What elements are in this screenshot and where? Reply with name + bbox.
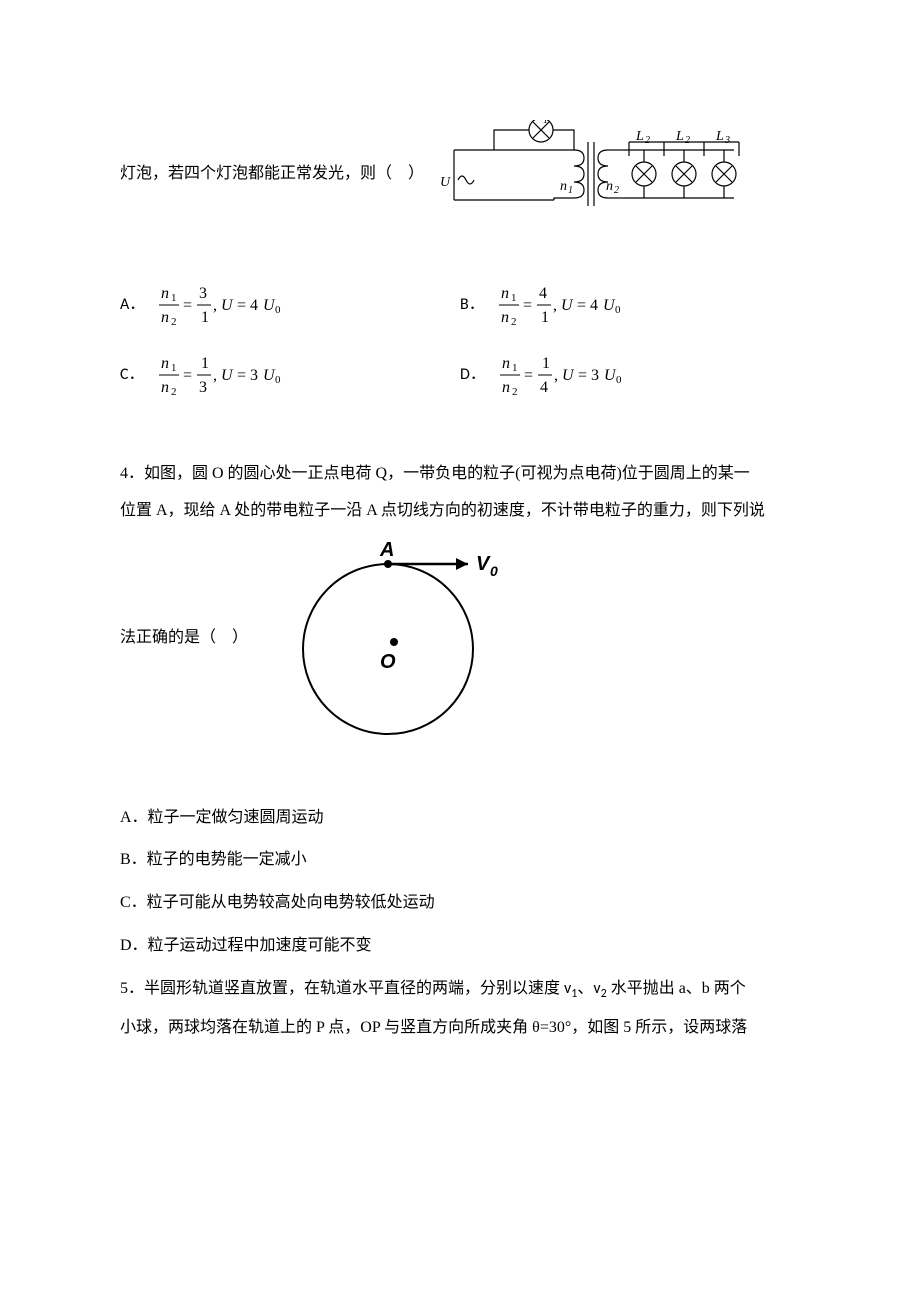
q4-choices: A．粒子一定做匀速圆周运动 B．粒子的电势能一定减小 C．粒子可能从电势较高处向…	[120, 804, 800, 961]
label-O: O	[380, 651, 396, 673]
formula-d: n1 n2 = 1 4 , U = 3 U 0	[496, 350, 656, 400]
q4-choice-d: D．粒子运动过程中加速度可能不变	[120, 932, 800, 961]
q3-option-a: A． n1 n2 = 3 1 , U = 4 U 0	[120, 280, 460, 330]
svg-text:2: 2	[645, 135, 650, 146]
q4-stem-line2: 位置 A，现给 A 处的带电粒子一沿 A 点切线方向的初速度，不计带电粒子的重力…	[120, 497, 800, 526]
svg-text:n: n	[501, 309, 509, 326]
svg-text:,: ,	[213, 297, 217, 314]
svg-text:=: =	[524, 367, 533, 384]
svg-text:2: 2	[512, 386, 518, 398]
svg-text:1: 1	[201, 355, 209, 372]
label-n2: n	[606, 179, 613, 194]
svg-text:2: 2	[171, 386, 177, 398]
svg-text:n: n	[501, 285, 509, 302]
q5-stem-line2: 小球，两球均落在轨道上的 P 点，OP 与竖直方向所成夹角 θ=30°，如图 5…	[120, 1014, 800, 1043]
q5-stem-mid: 水平抛出 a、b 两个	[607, 980, 746, 997]
q3-options: A． n1 n2 = 3 1 , U = 4 U 0 B． n1	[120, 280, 800, 420]
svg-text:L: L	[533, 120, 542, 124]
q3-stem-fragment: 灯泡，若四个灯泡都能正常发光，则（ ）	[120, 120, 424, 189]
svg-text:,: ,	[554, 367, 558, 384]
formula-b: n1 n2 = 4 1 , U = 4 U 0	[495, 280, 655, 330]
svg-text:3: 3	[199, 379, 207, 396]
q3-first-line-with-figure: 灯泡，若四个灯泡都能正常发光，则（ ）	[120, 120, 800, 230]
svg-text:3: 3	[724, 135, 730, 146]
svg-text:2: 2	[511, 316, 517, 328]
svg-text:4: 4	[540, 379, 548, 396]
svg-text:L: L	[635, 129, 644, 144]
label-V0: V	[476, 553, 491, 575]
svg-text:=: =	[183, 297, 192, 314]
svg-text:0: 0	[275, 304, 281, 316]
svg-text:0: 0	[615, 304, 621, 316]
svg-text:= 4: = 4	[577, 297, 598, 314]
q4-choice-b: B．粒子的电势能一定减小	[120, 846, 800, 875]
option-label: B．	[460, 291, 485, 320]
svg-text:,: ,	[553, 297, 557, 314]
q4-stem-line3-with-figure: 法正确的是（ ） A O V 0	[120, 534, 800, 744]
svg-text:=: =	[523, 297, 532, 314]
svg-text:n: n	[161, 355, 169, 372]
svg-text:1: 1	[542, 355, 550, 372]
svg-text:1: 1	[201, 309, 209, 326]
label-A: A	[379, 539, 394, 561]
svg-text:= 4: = 4	[237, 297, 258, 314]
label-U: U	[440, 175, 451, 190]
svg-text:n: n	[161, 285, 169, 302]
formula-a: n1 n2 = 3 1 , U = 4 U 0	[155, 280, 315, 330]
q5-stem-prefix: 5．半圆形轨道竖直放置，在轨道水平直径的两端，分别以速度	[120, 980, 564, 997]
svg-text:1: 1	[171, 362, 177, 374]
svg-text:1: 1	[512, 362, 518, 374]
q3-option-d: D． n1 n2 = 1 4 , U = 3 U 0	[460, 350, 800, 400]
option-label: C．	[120, 361, 145, 390]
q4-choice-c: C．粒子可能从电势较高处向电势较低处运动	[120, 889, 800, 918]
svg-text:1: 1	[543, 120, 548, 126]
svg-text:1: 1	[541, 309, 549, 326]
q5-v1: v1	[564, 979, 577, 998]
q5-sep: 、	[577, 980, 593, 997]
svg-text:U: U	[221, 367, 234, 384]
svg-text:n: n	[502, 379, 510, 396]
svg-text:2: 2	[171, 316, 177, 328]
svg-text:n: n	[502, 355, 510, 372]
svg-text:=: =	[183, 367, 192, 384]
label-n1: n	[560, 179, 567, 194]
circle-diagram: A O V 0	[268, 534, 528, 744]
svg-text:U: U	[561, 297, 574, 314]
q3-option-c: C． n1 n2 = 1 3 , U = 3 U 0	[120, 350, 460, 400]
svg-text:,: ,	[213, 367, 217, 384]
formula-c: n1 n2 = 1 3 , U = 3 U 0	[155, 350, 315, 400]
svg-text:1: 1	[568, 185, 573, 196]
svg-text:1: 1	[511, 292, 517, 304]
svg-text:1: 1	[171, 292, 177, 304]
option-label: A．	[120, 291, 145, 320]
q4-stem-line3: 法正确的是（ ）	[120, 624, 248, 653]
svg-text:= 3: = 3	[237, 367, 258, 384]
option-label: D．	[460, 361, 486, 390]
q4-choice-a: A．粒子一定做匀速圆周运动	[120, 804, 800, 833]
q3-option-b: B． n1 n2 = 4 1 , U = 4 U 0	[460, 280, 800, 330]
svg-text:U: U	[221, 297, 234, 314]
q4-stem-line1: 4．如图，圆 O 的圆心处一正点电荷 Q，一带负电的粒子(可视为点电荷)位于圆周…	[120, 460, 800, 489]
svg-text:0: 0	[490, 563, 498, 579]
svg-text:n: n	[161, 309, 169, 326]
q5-v2: v2	[593, 979, 606, 998]
svg-text:L: L	[675, 129, 684, 144]
svg-text:2: 2	[614, 185, 619, 196]
svg-text:0: 0	[275, 374, 281, 386]
svg-text:3: 3	[199, 285, 207, 302]
q5-stem-line1: 5．半圆形轨道竖直放置，在轨道水平直径的两端，分别以速度 v1、v2 水平抛出 …	[120, 975, 800, 1006]
svg-text:2: 2	[685, 135, 690, 146]
svg-text:= 3: = 3	[578, 367, 599, 384]
svg-text:n: n	[161, 379, 169, 396]
svg-text:4: 4	[539, 285, 547, 302]
transformer-circuit-diagram: U L1 n1 n2 L2 L2 L3	[434, 120, 744, 230]
svg-text:L: L	[715, 129, 724, 144]
svg-text:0: 0	[616, 374, 622, 386]
svg-text:U: U	[562, 367, 575, 384]
